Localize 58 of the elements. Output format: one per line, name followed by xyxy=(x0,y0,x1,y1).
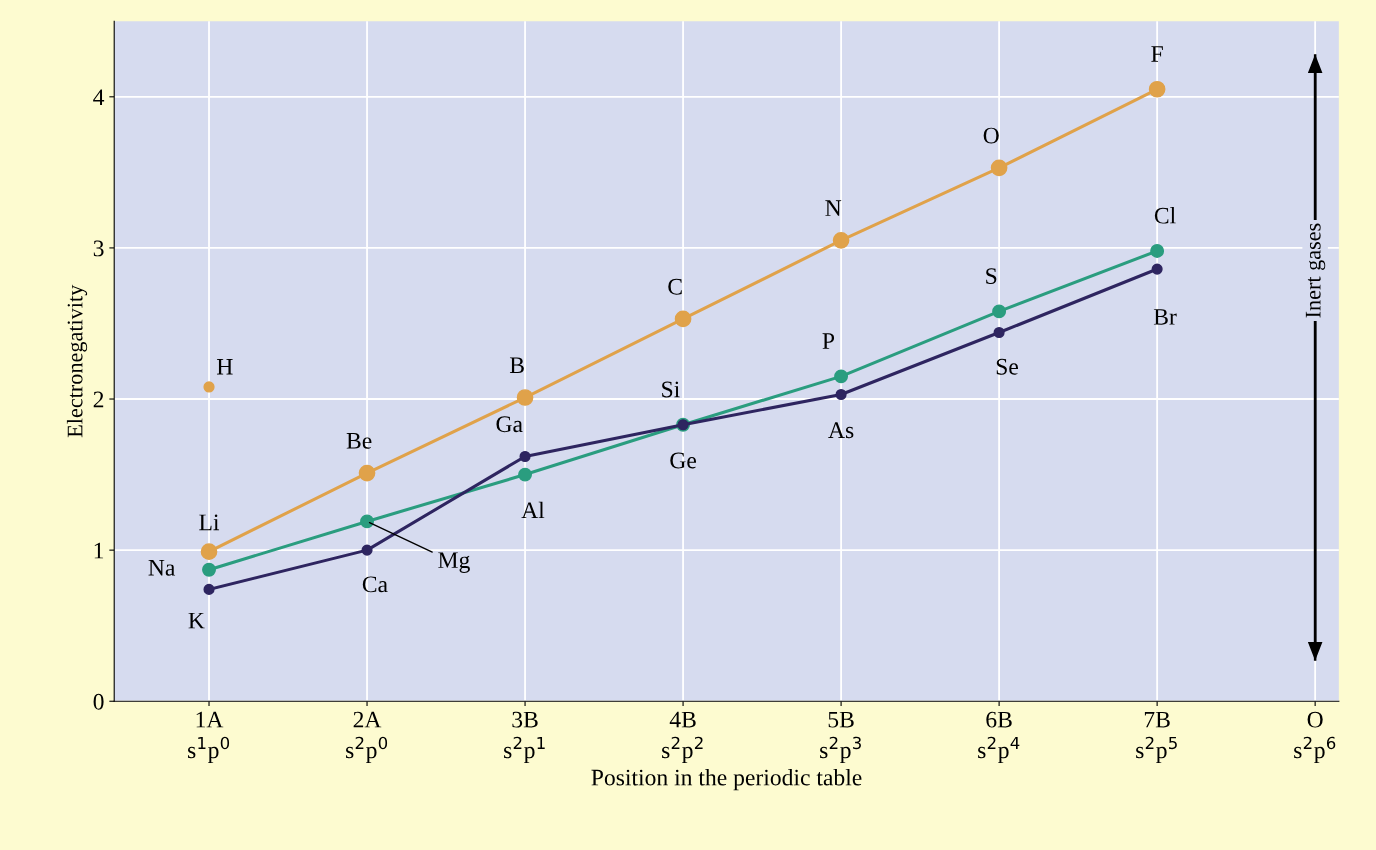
annotation: Be xyxy=(346,433,372,449)
annotation: S xyxy=(986,268,997,285)
annotation: As xyxy=(828,422,854,439)
y-tick-label: 3 xyxy=(93,240,104,257)
x-tick-label: 6B s$^{2}$p$^{4}$ xyxy=(978,711,1020,764)
annotation: Li xyxy=(199,514,220,531)
y-tick-label: 1 xyxy=(94,542,104,559)
annotation: Al xyxy=(521,501,545,519)
point xyxy=(358,464,376,482)
point xyxy=(200,543,218,560)
point xyxy=(360,514,374,529)
annotation: H xyxy=(216,359,233,375)
x-tick-label: 3B s$^{2}$p$^{1}$ xyxy=(504,711,545,764)
point xyxy=(993,326,1005,339)
annotation: B xyxy=(509,357,524,374)
y-tick-label: 0 xyxy=(93,693,104,710)
point xyxy=(990,159,1008,177)
x-tick-label: 5B s$^{2}$p$^{3}$ xyxy=(820,711,861,764)
point xyxy=(203,583,215,595)
x-tick-label: 1A s$^{1}$p$^{0}$ xyxy=(188,711,230,764)
y-tick-label: 4 xyxy=(93,89,105,105)
point xyxy=(516,389,534,406)
annotation: Na xyxy=(148,560,176,576)
annotation: Ga xyxy=(496,416,523,433)
annotation: Br xyxy=(1153,309,1177,325)
point xyxy=(674,310,692,328)
x-tick-label: 4B s$^{2}$p$^{2}$ xyxy=(662,711,703,764)
y-axis-title: Electronegativity xyxy=(66,284,88,438)
point xyxy=(518,467,533,482)
annotation: K xyxy=(188,612,205,629)
point xyxy=(834,369,849,384)
x-tick-label: O s$^{2}$p$^{6}$ xyxy=(1294,711,1336,764)
point xyxy=(835,388,847,401)
annotation: Se xyxy=(996,358,1018,375)
y-tick-label: 2 xyxy=(93,391,104,408)
annotation: Ca xyxy=(362,576,388,593)
annotation: C xyxy=(668,278,682,295)
annotation: O xyxy=(983,127,999,144)
point xyxy=(203,381,215,393)
point xyxy=(1151,263,1163,275)
point xyxy=(1148,80,1166,98)
x-axis-title: Position in the periodic table xyxy=(591,768,862,791)
point xyxy=(992,304,1007,319)
annotation: Inert gases xyxy=(1305,223,1326,318)
point xyxy=(832,232,850,249)
x-tick-label: 2A s$^{2}$p$^{0}$ xyxy=(346,711,388,764)
annotation: Ge xyxy=(670,452,697,469)
point xyxy=(1150,243,1165,258)
point xyxy=(519,450,531,463)
point xyxy=(361,544,373,556)
annotation: Cl xyxy=(1154,206,1176,224)
annotation: Mg xyxy=(438,552,470,573)
annotation: F xyxy=(1151,46,1163,62)
annotation: N xyxy=(825,200,842,216)
annotation: Si xyxy=(662,381,680,398)
annotation: P xyxy=(822,333,835,349)
x-tick-label: 7B s$^{2}$p$^{5}$ xyxy=(1136,711,1177,764)
point xyxy=(202,562,216,577)
